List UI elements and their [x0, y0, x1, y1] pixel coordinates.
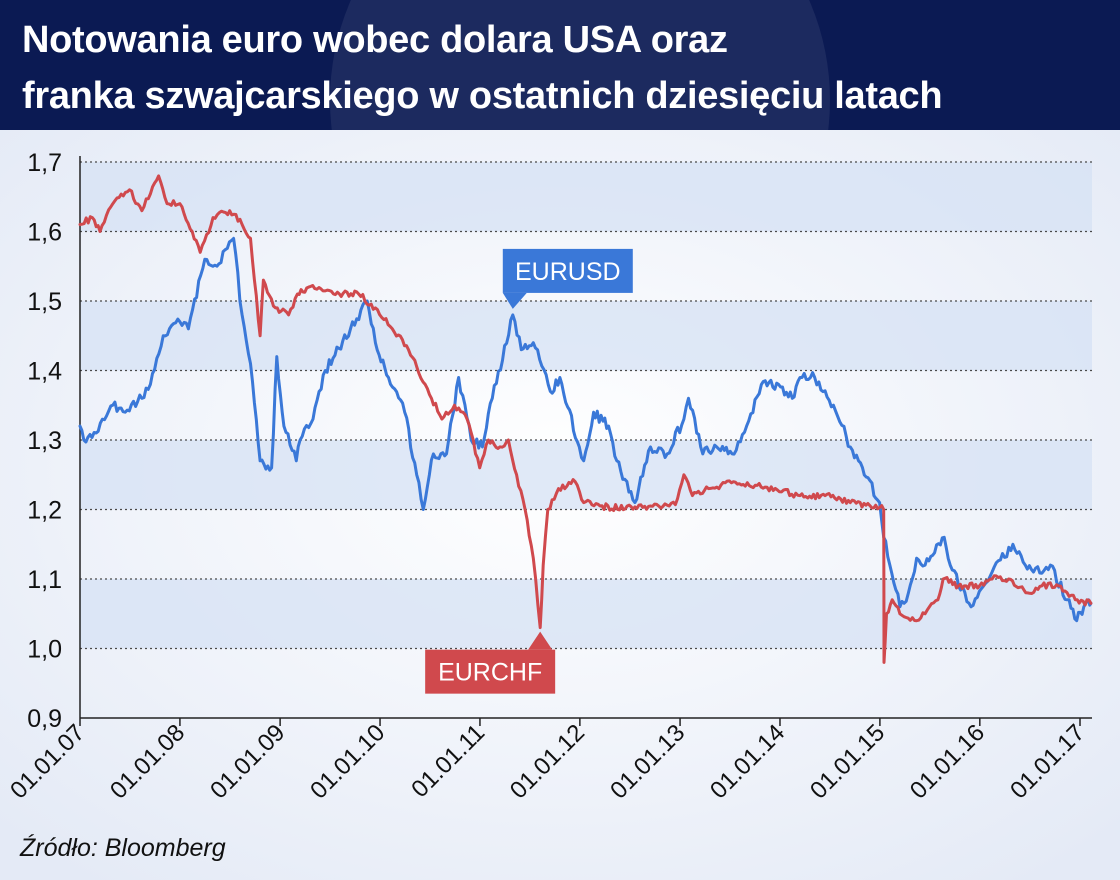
y-tick-label: 1,2 — [27, 497, 62, 525]
title-line-1: Notowania euro wobec dolara USA oraz — [22, 19, 728, 61]
plot-band — [80, 162, 1092, 232]
series-annotations: EURUSD EURCHF — [425, 248, 633, 694]
header-banner: Notowania euro wobec dolara USA oraz fra… — [0, 0, 1120, 130]
y-tick-label: 1,5 — [27, 288, 62, 316]
gridlines — [80, 161, 1092, 650]
series-lines — [78, 174, 1093, 664]
chart-title: Notowania euro wobec dolara USA oraz fra… — [22, 12, 1102, 124]
y-tick-label: 0,9 — [27, 705, 62, 733]
series-line-eurusd — [78, 236, 1093, 623]
annotation-box — [425, 649, 556, 694]
y-tick-label: 1,6 — [27, 219, 62, 247]
y-tick-label: 1,0 — [27, 636, 62, 664]
source-note: Źródło: Bloomberg — [20, 834, 226, 862]
y-tick-label: 1,7 — [27, 149, 62, 177]
y-tick-label: 1,1 — [27, 566, 62, 594]
annotation-label: EURUSD — [515, 258, 621, 286]
title-line-2: franka szwajcarskiego w ostatnich dziesi… — [22, 75, 943, 117]
annotation-eurchf: EURCHF — [425, 631, 556, 694]
annotation-pointer — [528, 631, 553, 650]
plot-band — [80, 301, 1092, 371]
annotation-pointer — [502, 292, 527, 309]
decorative-circle — [330, 0, 830, 130]
series-line-eurchf — [78, 174, 1093, 664]
annotation-eurusd: EURUSD — [502, 248, 633, 309]
annotation-label: EURCHF — [438, 659, 542, 687]
y-tick-label: 1,3 — [27, 427, 62, 455]
annotation-box — [502, 248, 633, 293]
y-tick-label: 1,4 — [27, 358, 62, 386]
